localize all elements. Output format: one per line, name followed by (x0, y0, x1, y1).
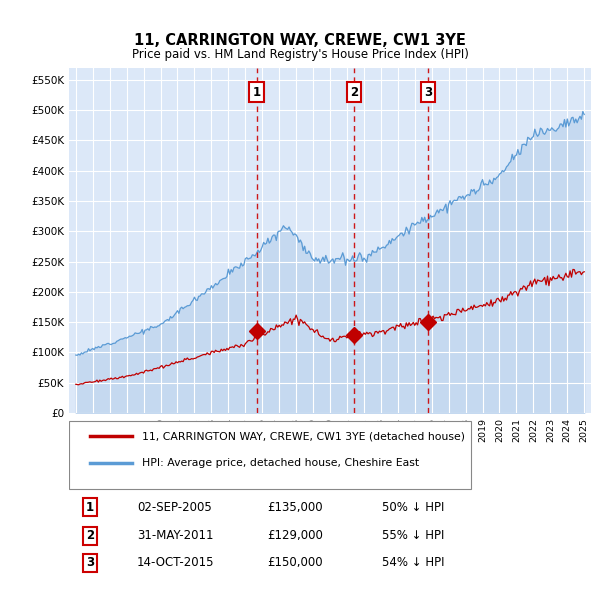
Text: 54% ↓ HPI: 54% ↓ HPI (382, 556, 445, 569)
Text: 50% ↓ HPI: 50% ↓ HPI (382, 500, 445, 514)
Text: 02-SEP-2005: 02-SEP-2005 (137, 500, 212, 514)
Text: 3: 3 (86, 556, 94, 569)
Text: 1: 1 (253, 86, 260, 99)
Text: 55% ↓ HPI: 55% ↓ HPI (382, 529, 445, 542)
Text: 11, CARRINGTON WAY, CREWE, CW1 3YE: 11, CARRINGTON WAY, CREWE, CW1 3YE (134, 32, 466, 48)
Text: HPI: Average price, detached house, Cheshire East: HPI: Average price, detached house, Ches… (142, 458, 419, 468)
Text: Price paid vs. HM Land Registry's House Price Index (HPI): Price paid vs. HM Land Registry's House … (131, 48, 469, 61)
Text: £135,000: £135,000 (268, 500, 323, 514)
Text: 14-OCT-2015: 14-OCT-2015 (137, 556, 214, 569)
Text: 11, CARRINGTON WAY, CREWE, CW1 3YE (detached house): 11, CARRINGTON WAY, CREWE, CW1 3YE (deta… (142, 431, 465, 441)
FancyBboxPatch shape (69, 421, 471, 489)
Text: £129,000: £129,000 (268, 529, 323, 542)
Text: 2: 2 (350, 86, 358, 99)
Text: 2: 2 (86, 529, 94, 542)
Text: 31-MAY-2011: 31-MAY-2011 (137, 529, 214, 542)
Text: 1: 1 (86, 500, 94, 514)
Text: 3: 3 (424, 86, 432, 99)
Text: £150,000: £150,000 (268, 556, 323, 569)
